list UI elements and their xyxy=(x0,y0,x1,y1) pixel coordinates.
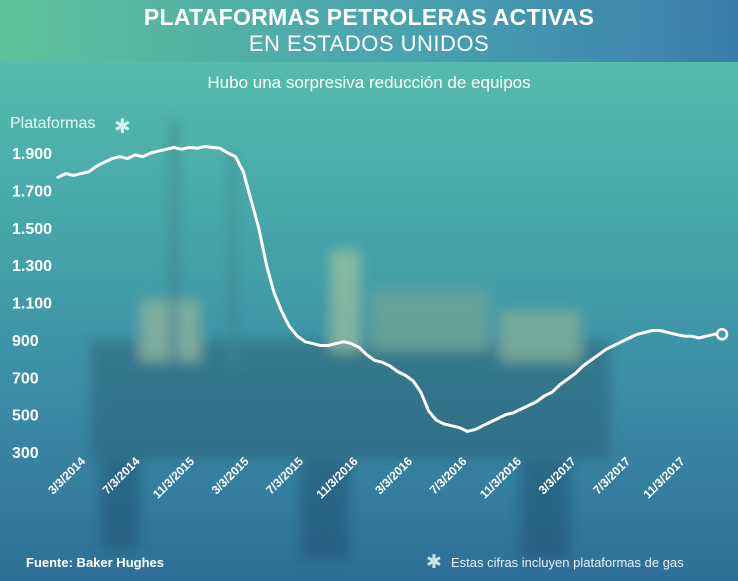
y-tick-label: 1.100 xyxy=(12,296,52,313)
y-tick-label: 300 xyxy=(12,445,39,462)
x-tick-label: 11/3/2015 xyxy=(150,454,197,501)
x-tick-label: 7/3/2014 xyxy=(100,454,143,497)
y-tick-label: 500 xyxy=(12,408,39,425)
x-tick-label: 7/3/2015 xyxy=(263,454,306,497)
header-banner: PLATAFORMAS PETROLERAS ACTIVAS EN ESTADO… xyxy=(0,0,738,62)
y-axis-label: Plataformas xyxy=(10,115,96,132)
x-tick-label: 3/3/2017 xyxy=(536,454,579,497)
chart-caption: Hubo una sorpresiva reducción de equipos xyxy=(207,73,531,92)
chart-subtitle: EN ESTADOS UNIDOS xyxy=(248,31,490,56)
source-note: Fuente: Baker Hughes xyxy=(26,555,164,570)
y-axis-ticks: 1.900 1.700 1.500 1.300 1.100 900 700 500 300 xyxy=(12,146,52,462)
y-tick-label: 1.700 xyxy=(12,183,52,200)
y-tick-label: 900 xyxy=(12,333,39,350)
asterisk-icon: ✱ xyxy=(114,116,131,138)
y-tick-label: 1.500 xyxy=(12,221,52,238)
x-tick-label: 7/3/2016 xyxy=(427,454,470,497)
x-tick-label: 11/3/2016 xyxy=(313,454,360,501)
x-tick-label: 3/3/2015 xyxy=(209,454,252,497)
x-tick-label: 3/3/2014 xyxy=(45,454,88,497)
x-tick-label: 3/3/2016 xyxy=(372,454,415,497)
asterisk-icon: ✱ xyxy=(426,552,442,573)
x-axis-ticks: 3/3/2014 7/3/2014 11/3/2015 3/3/2015 7/3/201… xyxy=(45,454,688,501)
x-tick-label: 11/3/2016 xyxy=(477,454,524,501)
y-tick-label: 700 xyxy=(12,370,39,387)
y-tick-label: 1.300 xyxy=(12,258,52,275)
x-tick-label: 11/3/2017 xyxy=(640,454,687,501)
footnote: Estas cifras incluyen plataformas de gas xyxy=(451,555,684,570)
series-line xyxy=(56,145,724,433)
series-end-marker xyxy=(715,328,729,341)
y-tick-label: 1.900 xyxy=(12,146,52,163)
chart-title: PLATAFORMAS PETROLERAS ACTIVAS xyxy=(143,4,595,30)
x-tick-label: 7/3/2017 xyxy=(590,454,633,497)
